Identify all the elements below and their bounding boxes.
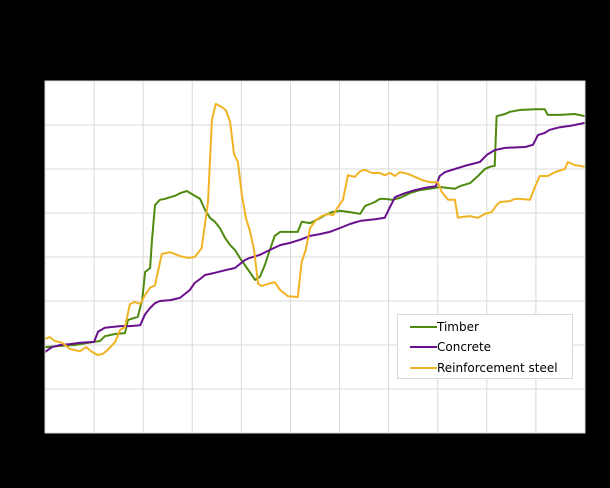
data-series [44,102,586,357]
legend-swatch-concrete [410,346,437,348]
legend-swatch-reinforcement-steel [410,367,437,369]
legend-item-reinforcement-steel: Reinforcement steel [410,358,558,378]
legend-label: Concrete [437,340,492,354]
series-line-timber [44,108,586,349]
legend-swatch-timber [410,326,437,328]
series-line-concrete [44,121,586,353]
legend-label: Timber [437,320,479,334]
chart-legend: Timber Concrete Reinforcement steel [397,314,573,379]
series-line-reinforcement-steel [44,102,586,357]
legend-item-timber: Timber [410,317,479,337]
legend-item-concrete: Concrete [410,337,491,357]
legend-label: Reinforcement steel [437,361,558,375]
plot-border [44,80,586,434]
